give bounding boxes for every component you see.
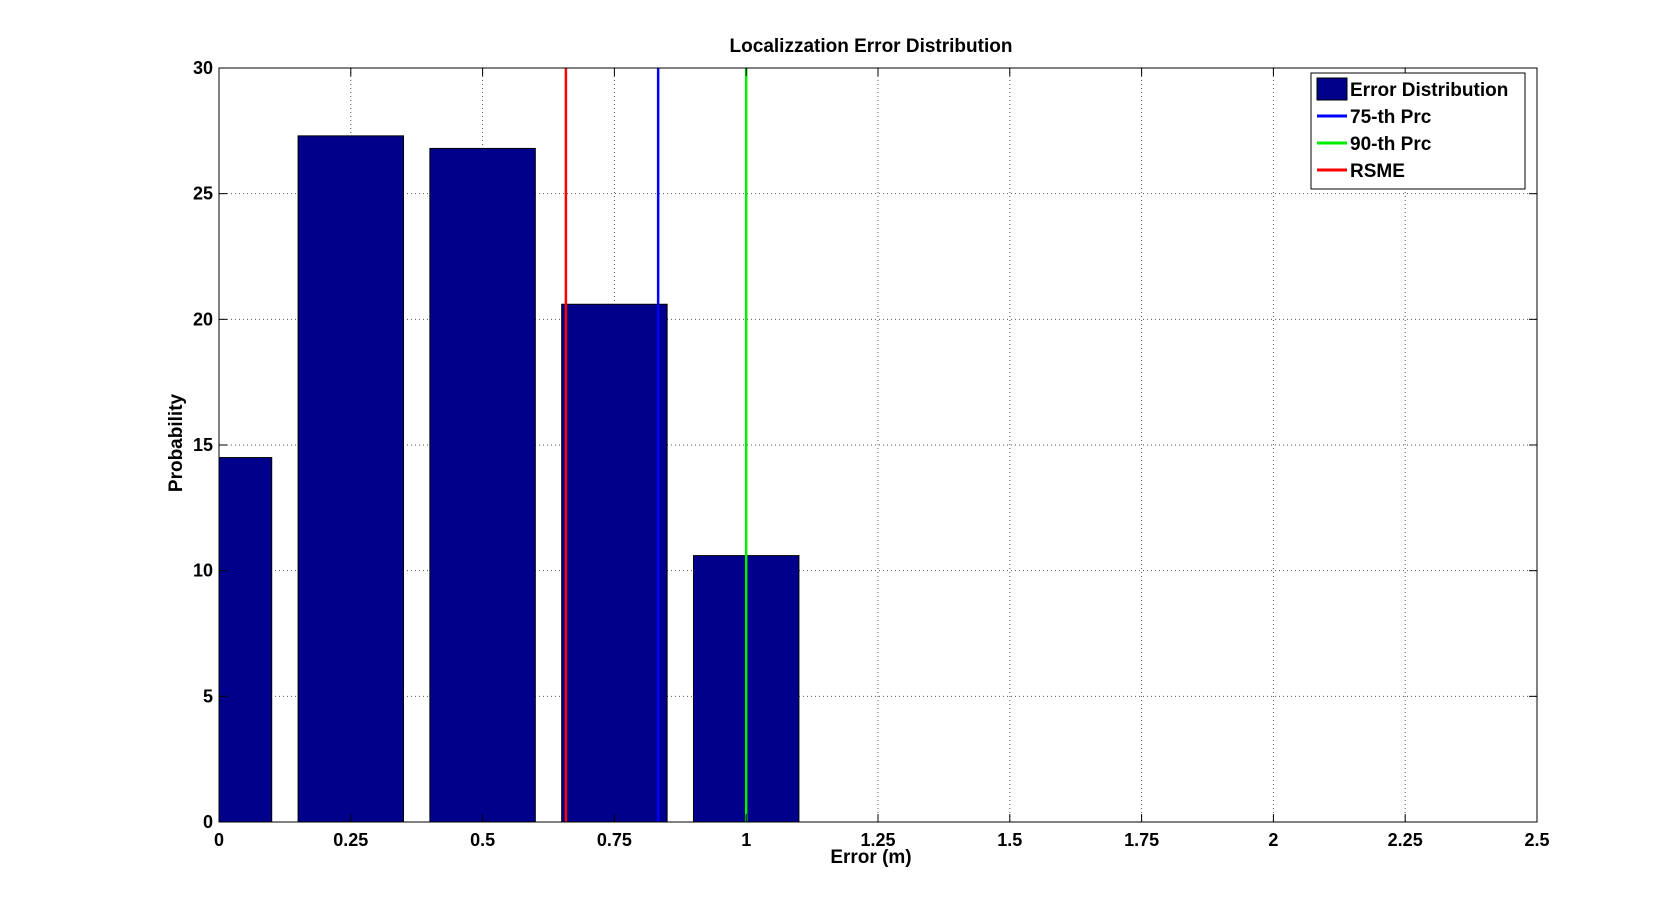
bar xyxy=(429,147,536,823)
x-tick-label: 0.75 xyxy=(597,830,632,850)
x-tick-label: 2 xyxy=(1268,830,1278,850)
reference-lines xyxy=(564,68,748,822)
legend-swatch-error-distribution xyxy=(1316,77,1348,101)
bars xyxy=(218,135,800,823)
y-axis-label: Probability xyxy=(166,393,187,492)
y-tick-labels: 0 5 10 15 20 25 30 xyxy=(193,58,213,832)
bar xyxy=(561,303,668,823)
x-tick-label: 0.5 xyxy=(470,830,495,850)
legend-label-90-th-prc: 90-th Prc xyxy=(1350,134,1432,155)
x-tick-label: 1.5 xyxy=(997,830,1022,850)
y-tick-label: 10 xyxy=(193,561,213,581)
y-tick-label: 0 xyxy=(203,812,213,832)
y-tick-label: 25 xyxy=(193,184,213,204)
chart-title: Localizzation Error Distribution xyxy=(730,36,1013,57)
y-tick-label: 15 xyxy=(193,435,213,455)
x-tick-label: 0.25 xyxy=(333,830,368,850)
x-tick-label: 1 xyxy=(741,830,751,850)
legend-label-error-distribution: Error Distribution xyxy=(1350,80,1508,101)
x-tick-label: 1.25 xyxy=(860,830,895,850)
legend: Error Distribution 75-th Prc 90-th Prc RSME xyxy=(1310,72,1526,190)
y-tick-label: 30 xyxy=(193,58,213,78)
x-tick-labels: 0 0.25 0.5 0.75 1 1.25 1.5 1.75 2 2.25 2.5 xyxy=(214,830,1550,850)
bar xyxy=(297,135,405,823)
x-axis-label: Error (m) xyxy=(830,847,911,868)
legend-label-rsme: RSME xyxy=(1350,161,1405,182)
legend-label-75-th-prc: 75-th Prc xyxy=(1350,107,1432,128)
bar xyxy=(218,457,273,823)
y-tick-label: 5 xyxy=(203,686,213,706)
y-tick-label: 20 xyxy=(193,309,213,329)
axis-ticks xyxy=(218,67,1538,823)
x-tick-label: 0 xyxy=(214,830,224,850)
x-tick-label: 2.25 xyxy=(1388,830,1423,850)
x-tick-label: 2.5 xyxy=(1524,830,1549,850)
x-tick-label: 1.75 xyxy=(1124,830,1159,850)
